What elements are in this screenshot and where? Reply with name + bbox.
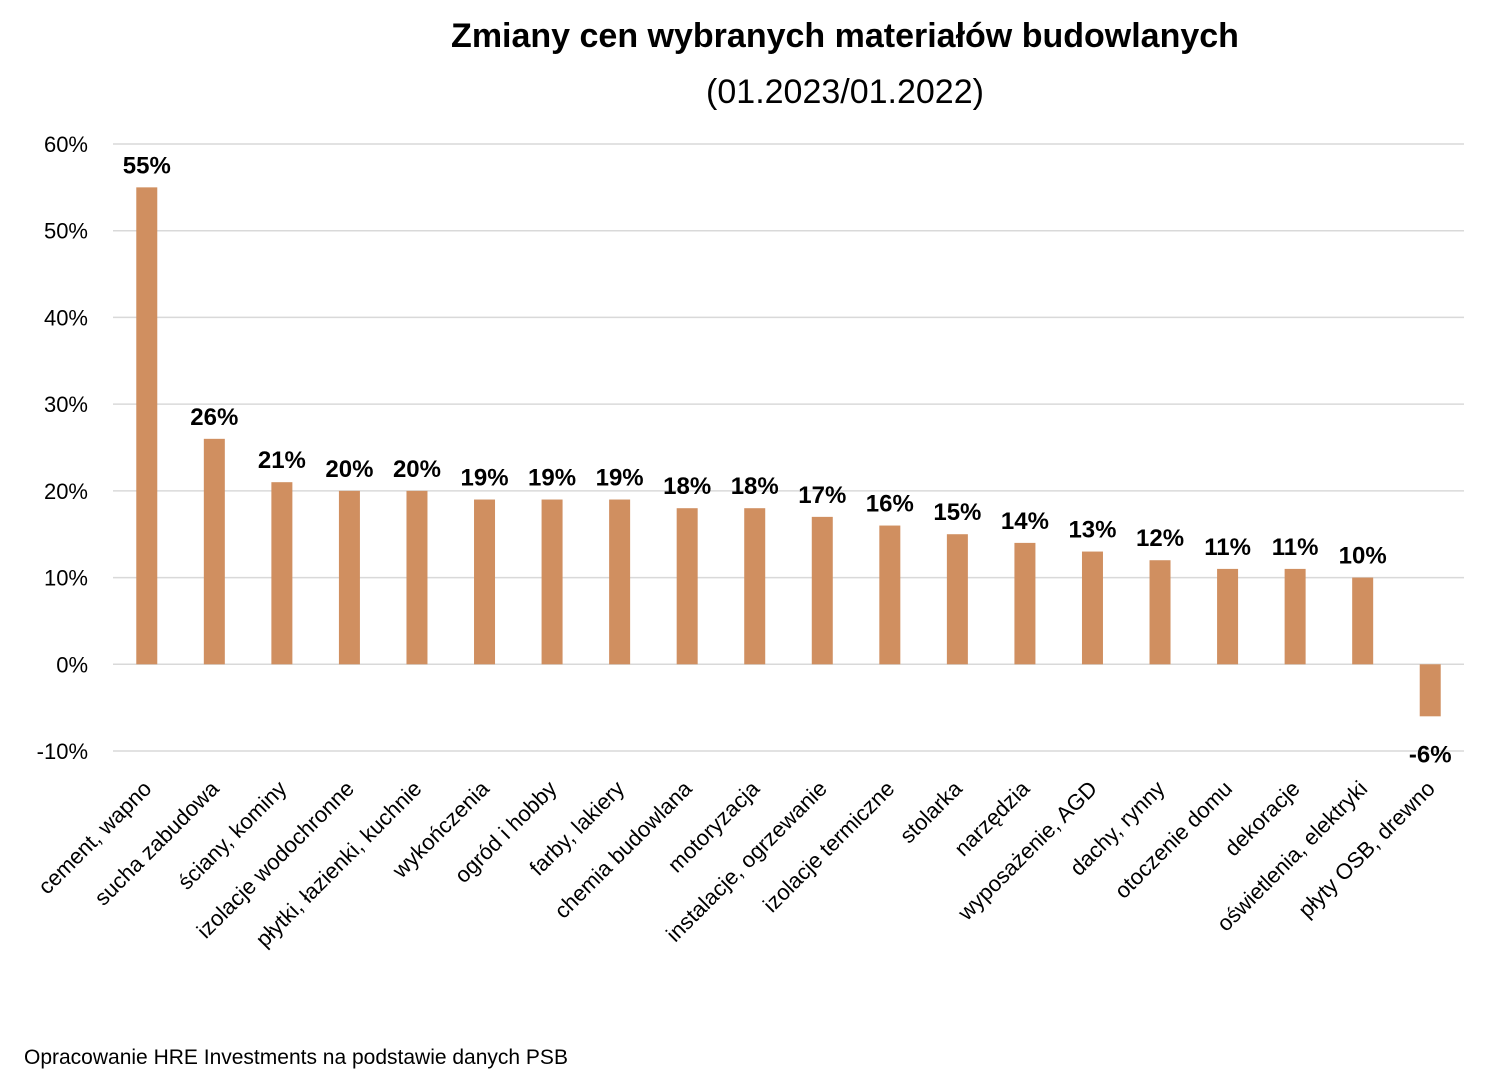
data-label: 12%	[1136, 525, 1184, 552]
bars	[136, 187, 1441, 717]
bar	[474, 499, 496, 665]
data-label: 19%	[461, 465, 509, 492]
bar	[609, 499, 631, 665]
data-label: 21%	[258, 447, 306, 474]
data-label: 18%	[731, 473, 779, 500]
bar	[879, 525, 901, 665]
data-label: 14%	[1001, 508, 1049, 535]
bar	[1217, 568, 1239, 665]
x-tick-label: izolacje termiczne	[758, 776, 899, 917]
data-label: -6%	[1409, 741, 1452, 768]
data-label: 26%	[190, 404, 238, 431]
source-note: Opracowanie HRE Investments na podstawie…	[24, 1046, 568, 1069]
y-tick-label: 50%	[44, 219, 88, 244]
bar	[1149, 560, 1171, 665]
y-tick-label: 0%	[56, 652, 88, 677]
bar	[406, 490, 428, 665]
bar	[338, 490, 360, 665]
data-label: 11%	[1204, 534, 1251, 561]
y-tick-label: 30%	[44, 392, 88, 417]
bar	[1352, 577, 1374, 665]
x-tick-label: otoczenie domu	[1110, 776, 1238, 904]
data-labels: 55% 26% 21% 20% 20% 19% 19% 19% 18% 18% 17% 16% 15% 1…	[123, 152, 1452, 768]
data-label: 20%	[325, 456, 373, 483]
bar	[1419, 664, 1441, 717]
bar	[1081, 551, 1103, 665]
data-label: 10%	[1339, 543, 1387, 570]
data-label: 19%	[596, 465, 644, 492]
data-label: 13%	[1068, 517, 1116, 544]
data-label: 16%	[866, 491, 914, 518]
y-tick-label: 10%	[44, 566, 88, 591]
data-label: 19%	[528, 465, 576, 492]
bar	[203, 438, 225, 665]
y-tick-label: 20%	[44, 479, 88, 504]
bar	[136, 187, 158, 665]
y-tick-label: -10%	[37, 739, 88, 764]
data-label: 17%	[798, 482, 846, 509]
y-tick-label: 60%	[44, 132, 88, 157]
chart-subtitle: (01.2023/01.2022)	[706, 73, 984, 111]
bar	[541, 499, 563, 665]
bar	[1284, 568, 1306, 665]
bar	[676, 508, 698, 665]
bar	[946, 534, 968, 665]
bar	[271, 482, 293, 665]
data-label: 15%	[933, 499, 981, 526]
data-label: 55%	[123, 152, 171, 179]
data-label: 18%	[663, 473, 711, 500]
y-tick-label: 40%	[44, 305, 88, 330]
chart-title: Zmiany cen wybranych materiałów budowlan…	[451, 17, 1239, 55]
gridlines	[113, 143, 1464, 752]
data-label: 20%	[393, 456, 441, 483]
bar	[811, 516, 833, 665]
data-label: 11%	[1272, 534, 1319, 561]
y-axis-ticks: 60% 50% 40% 30% 20% 10% 0% -10%	[37, 132, 88, 764]
x-tick-label: sucha zabudowa	[89, 775, 224, 910]
bar	[1014, 542, 1036, 665]
bar	[744, 508, 766, 665]
x-tick-label: cement, wapno	[33, 776, 156, 899]
